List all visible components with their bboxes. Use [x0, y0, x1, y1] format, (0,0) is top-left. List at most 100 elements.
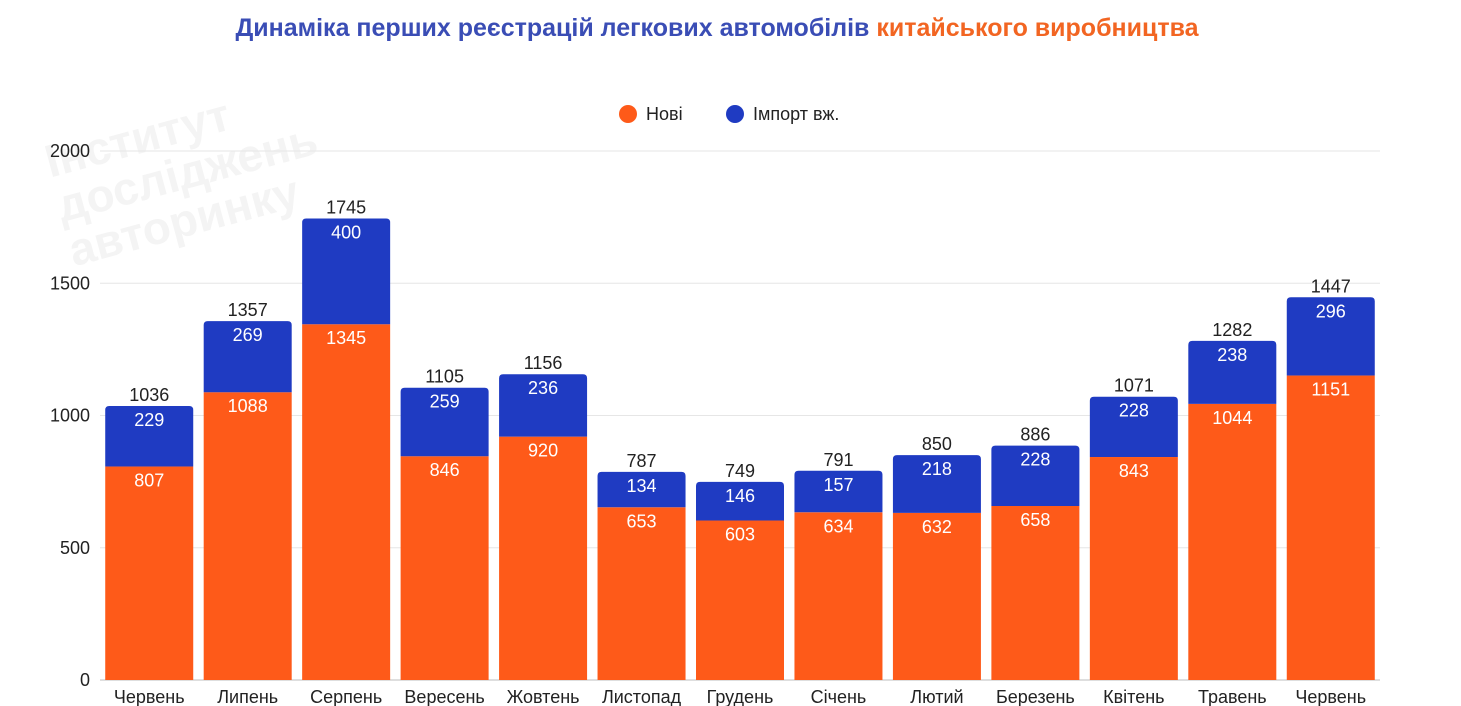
bar-value-label: 400 [331, 222, 361, 242]
bar-total-label: 1447 [1311, 276, 1351, 296]
bar-segment-import [400, 387, 489, 457]
y-tick-label: 0 [80, 670, 90, 690]
x-category-label: Листопад [602, 687, 682, 706]
bar-total-label: 1071 [1114, 376, 1154, 396]
bar-segment-new [1089, 457, 1178, 680]
bar-group: 1088 269 1357 [203, 300, 292, 680]
bar-value-label: 236 [528, 378, 558, 398]
bar-group: 920 236 1156 [499, 353, 588, 680]
bar-segment-new [203, 392, 292, 680]
bar-segment-new [1188, 403, 1277, 680]
chart-title-part2: китайського виробництва [876, 14, 1199, 42]
x-category-label: Серпень [310, 687, 382, 706]
bar-value-label: 1151 [1311, 380, 1350, 400]
bar-segment-new [499, 436, 588, 680]
legend-item: Нові [619, 104, 683, 124]
bar-value-label: 238 [1217, 345, 1247, 365]
bar-value-label: 1345 [326, 328, 366, 348]
bar-group: 1345 400 1745 [302, 197, 391, 680]
bar-total-label: 1745 [326, 197, 366, 217]
bar-value-label: 228 [1119, 401, 1149, 421]
y-tick-label: 500 [60, 538, 90, 558]
bar-group: 1151 296 1447 [1286, 276, 1375, 680]
bar-segment-new [794, 512, 883, 680]
bar-segment-import [597, 471, 686, 508]
y-tick-label: 2000 [50, 141, 90, 161]
bar-segment-new [1286, 375, 1375, 680]
x-category-label: Червень [1295, 687, 1366, 706]
bar-segment-import [696, 481, 784, 521]
legend-label: Нові [646, 104, 683, 124]
bar-group: 634 157 791 [794, 450, 883, 680]
bar-value-label: 846 [430, 460, 460, 480]
bar-total-label: 1105 [425, 367, 464, 387]
bar-group: 632 218 850 [892, 434, 981, 680]
bar-segment-import [302, 218, 391, 325]
bar-group: 807 229 1036 [105, 385, 194, 680]
bar-segment-new [991, 505, 1080, 680]
y-tick-label: 1500 [50, 273, 90, 293]
bar-value-label: 296 [1316, 301, 1346, 321]
bar-segment-new [105, 466, 194, 680]
bar-value-label: 134 [627, 476, 657, 496]
bar-total-label: 886 [1020, 425, 1050, 445]
bar-total-label: 787 [627, 451, 657, 471]
bar-value-label: 157 [823, 475, 853, 495]
bar-group: 603 146 749 [696, 461, 784, 680]
x-axis: Червень Липень Серпень Вересень Жовтень Листо… [114, 687, 1366, 706]
chart-title-part1: Динаміка перших реєстрацій легкових авто… [235, 14, 870, 42]
bar-group: 658 228 886 [991, 425, 1080, 680]
bar-value-label: 218 [922, 459, 952, 479]
y-axis: 0 500 1000 1500 2000 [50, 141, 90, 690]
x-category-label: Квітень [1103, 687, 1164, 706]
bar-total-label: 1357 [228, 300, 268, 320]
x-category-label: Травень [1198, 687, 1267, 706]
bar-value-label: 1044 [1212, 408, 1252, 428]
bar-total-label: 1156 [524, 353, 563, 373]
bar-value-label: 1088 [228, 396, 268, 416]
bar-value-label: 146 [725, 486, 755, 506]
bar-segment-new [302, 324, 391, 680]
bar-value-label: 658 [1020, 510, 1050, 530]
x-category-label: Лютий [910, 687, 963, 706]
bar-value-label: 229 [134, 410, 164, 430]
bar-total-label: 791 [823, 450, 853, 470]
chart-title: Динаміка перших реєстрацій легкових авто… [0, 14, 1434, 43]
bar-segment-import [892, 455, 981, 513]
bar-value-label: 259 [430, 392, 460, 412]
x-category-label: Січень [811, 687, 867, 706]
bar-segment-new [400, 456, 489, 680]
y-tick-label: 1000 [50, 406, 90, 426]
x-category-label: Березень [996, 687, 1075, 706]
bar-segment-new [892, 512, 981, 680]
bar-segment-import [203, 321, 292, 393]
bar-value-label: 843 [1119, 461, 1149, 481]
bar-total-label: 749 [725, 461, 755, 481]
bar-segment-import [794, 470, 883, 513]
x-category-label: Вересень [404, 687, 484, 706]
legend: Нові Імпорт вж. [619, 104, 839, 124]
bar-segment-import [1188, 340, 1277, 404]
bar-value-label: 634 [823, 516, 853, 536]
bars: 807 229 1036 1088 269 1357 1345 400 1745 846 259 11… [105, 197, 1375, 680]
x-category-label: Жовтень [507, 687, 580, 706]
bar-total-label: 1282 [1212, 320, 1252, 340]
bar-value-label: 653 [627, 511, 657, 531]
bar-segment-import [1286, 297, 1375, 376]
bar-value-label: 269 [233, 325, 263, 345]
bar-total-label: 1036 [129, 385, 169, 405]
bar-group: 843 228 1071 [1089, 376, 1178, 680]
bar-group: 653 134 787 [597, 451, 686, 680]
bar-value-label: 632 [922, 517, 952, 537]
bar-segment-new [696, 520, 784, 680]
bar-total-label: 850 [922, 434, 952, 454]
bar-value-label: 807 [134, 471, 164, 491]
legend-label: Імпорт вж. [753, 104, 839, 124]
bar-segment-new [597, 507, 686, 680]
bar-segment-import [991, 445, 1080, 506]
bar-value-label: 228 [1020, 450, 1050, 470]
bar-group: 846 259 1105 [400, 367, 489, 680]
bar-segment-import [499, 374, 588, 437]
legend-item: Імпорт вж. [726, 104, 839, 124]
